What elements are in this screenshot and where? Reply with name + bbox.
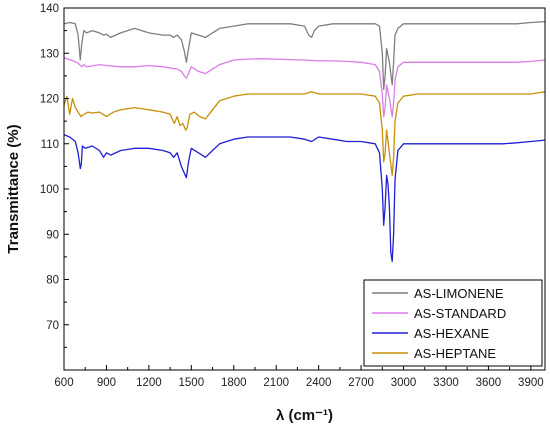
y-tick-label: 120 [40, 94, 59, 106]
x-tick-label: 2100 [263, 377, 289, 389]
legend-label: AS-HEXANE [414, 326, 489, 341]
x-tick-label: 600 [54, 377, 73, 389]
x-tick-label: 3000 [391, 377, 417, 389]
x-tick-label: 1200 [136, 377, 162, 389]
y-tick-label: 140 [40, 3, 59, 15]
x-tick-label: 2700 [348, 377, 374, 389]
x-tick-label: 3600 [476, 377, 502, 389]
legend-box [363, 279, 543, 367]
y-tick-label: 80 [46, 275, 59, 287]
x-tick-label: 1800 [221, 377, 247, 389]
y-tick-label: 130 [40, 48, 59, 60]
x-tick-label: 1500 [179, 377, 205, 389]
series-line-as-hexane [63, 134, 546, 263]
legend: AS-LIMONENE AS-STANDARD AS-HEXANE AS-HEPTAN… [363, 279, 543, 367]
x-tick-label: 3300 [433, 377, 459, 389]
legend-label: AS-STANDARD [414, 306, 506, 321]
y-axis-ticks: 70 80 90 100 110 120 130 140 [40, 3, 69, 348]
x-tick-label: 2400 [306, 377, 332, 389]
series-layer [63, 20, 546, 263]
x-tick-label: 900 [97, 377, 116, 389]
legend-label: AS-LIMONENE [414, 286, 504, 301]
x-axis-title: λ (cm⁻¹) [276, 407, 333, 424]
y-tick-label: 70 [46, 320, 59, 332]
y-tick-label: 100 [40, 184, 59, 196]
series-line-as-limonene [63, 20, 546, 91]
y-axis-title: Transmittance (%) [5, 124, 22, 253]
legend-label: AS-HEPTANE [414, 346, 496, 361]
series-line-as-standard [63, 57, 546, 118]
series-line-as-heptane [63, 91, 546, 177]
y-tick-label: 90 [46, 229, 59, 241]
x-tick-label: 3900 [518, 377, 544, 389]
x-axis-ticks: 600 900 1200 1500 1800 2100 2400 2700 3000 3300 36… [54, 365, 544, 389]
y-tick-label: 110 [41, 139, 59, 151]
